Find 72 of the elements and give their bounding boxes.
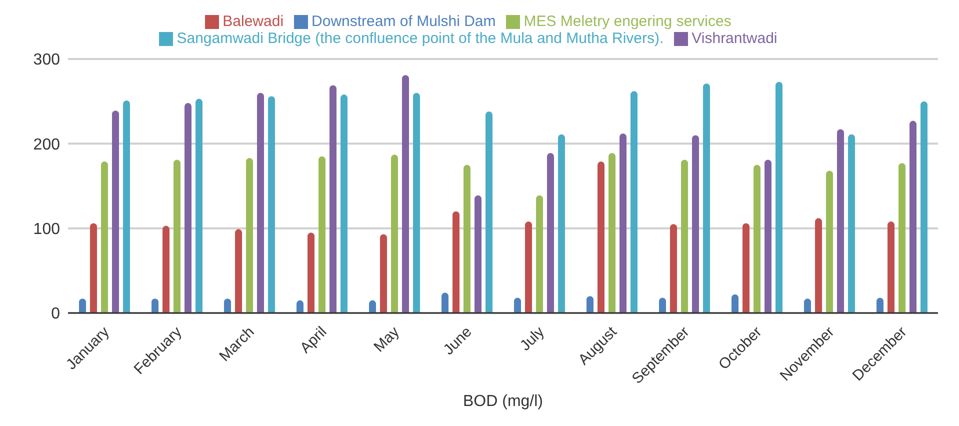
bar [402, 75, 409, 313]
bar [732, 294, 738, 313]
bar [486, 111, 492, 313]
bar [525, 222, 532, 313]
bar [920, 101, 928, 313]
bar [464, 164, 470, 313]
bar [318, 156, 326, 313]
legend-label: Sangamwadi Bridge (the confluence point of the Mula and Mutha Rivers). [176, 30, 664, 47]
y-tick-label: 200 [33, 136, 60, 154]
bar [608, 152, 616, 313]
bar [764, 160, 772, 313]
bar [442, 292, 448, 313]
bar [815, 218, 822, 313]
bar [620, 134, 626, 313]
bar [630, 91, 638, 313]
bar [123, 100, 130, 313]
bar [826, 170, 833, 313]
bar [162, 226, 170, 313]
bar [692, 135, 699, 313]
bar [888, 222, 894, 313]
bar [413, 92, 420, 313]
bar [558, 134, 565, 313]
y-tick-label: 0 [51, 306, 60, 323]
bar [474, 195, 482, 313]
bar [876, 298, 884, 313]
bar [340, 94, 348, 313]
bar [330, 85, 336, 313]
bar [257, 92, 264, 313]
bar [380, 234, 387, 313]
bar [224, 298, 231, 313]
bar [369, 300, 376, 313]
legend-label: Downstream of Mulshi Dam [312, 13, 496, 30]
bar [514, 298, 521, 313]
bar [837, 129, 844, 313]
bar [898, 163, 906, 313]
bar [246, 158, 253, 313]
bar [184, 103, 192, 313]
bar [776, 82, 782, 313]
bar [79, 298, 86, 313]
bar [196, 98, 202, 313]
bar [670, 224, 677, 313]
bar [174, 160, 180, 313]
y-tick-label: 300 [33, 52, 60, 69]
bar [681, 160, 688, 313]
legend-label: Balewadi [222, 13, 284, 30]
x-tick-label: May [370, 323, 404, 356]
bar [452, 211, 460, 313]
bar [296, 300, 304, 313]
bar [391, 154, 398, 313]
y-tick-label: 100 [33, 221, 60, 238]
x-axis-title: BOD (mg/l) [462, 393, 544, 411]
bar [804, 298, 811, 313]
bar [586, 296, 594, 313]
bar [152, 298, 158, 313]
bar [112, 110, 119, 313]
bar [910, 120, 916, 313]
bar [659, 298, 666, 313]
bar [703, 84, 710, 313]
bar [536, 195, 543, 313]
legend-label: Vishrantwadi [692, 30, 778, 47]
x-tick-label: July [516, 323, 548, 354]
bar [235, 229, 242, 313]
bar [308, 232, 314, 313]
bar [848, 134, 855, 313]
bar [268, 96, 275, 313]
bar [598, 161, 604, 313]
bar [90, 223, 97, 313]
bar [754, 164, 760, 313]
bar [742, 223, 750, 313]
bar [101, 161, 108, 313]
bar [547, 152, 554, 313]
legend-label: MES Meletry engering services [524, 13, 732, 30]
